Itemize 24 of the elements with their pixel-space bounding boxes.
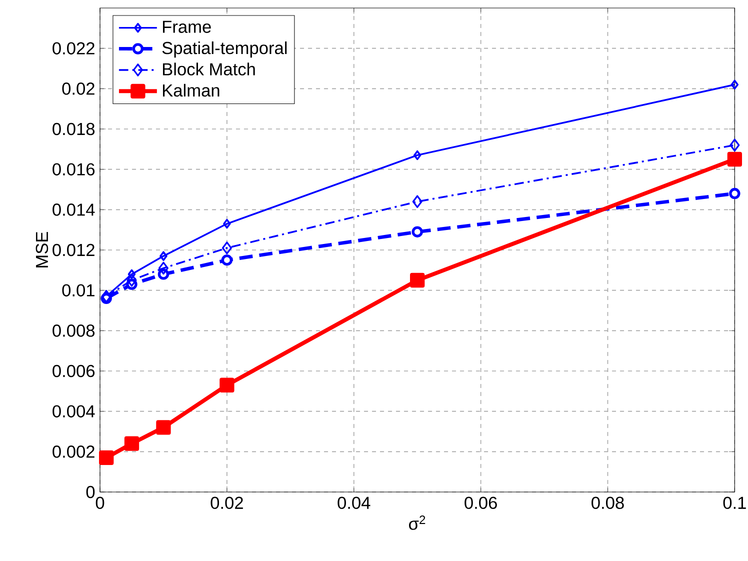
legend-label: Kalman [162, 84, 220, 97]
y-tick-label: 0.006 [52, 364, 95, 378]
x-tick-label: 0.06 [464, 496, 497, 509]
y-tick-label: 0.012 [52, 244, 94, 256]
legend-label: Spatial-temporal [162, 41, 287, 58]
y-tick-label: 0.022 [52, 42, 94, 54]
x-tick-label: 0.08 [592, 496, 624, 509]
x-axis-title: σ$^{2}$ [409, 515, 426, 530]
y-tick-label: 0.01 [62, 284, 94, 296]
y-tick-label: 0.004 [52, 405, 95, 418]
y-tick-label: 0.02 [62, 82, 94, 95]
x-tick-label: 0.1 [723, 496, 746, 509]
x-tick-label: 0.02 [210, 496, 243, 509]
y-axis-title: MSE [36, 232, 48, 268]
y-tick-label: 0.014 [52, 204, 95, 216]
y-tick-label: 0.018 [52, 122, 95, 136]
y-tick-label: 0 [86, 486, 95, 498]
y-tick-label: 0.002 [52, 446, 94, 458]
legend-label: Frame [162, 20, 211, 33]
x-tick-label: 0 [96, 496, 104, 509]
legend-label: Block Match [162, 62, 255, 76]
x-tick-label: 0.04 [338, 496, 370, 509]
y-tick-label: 0.008 [52, 324, 95, 337]
y-tick-label: 0.016 [52, 163, 95, 176]
